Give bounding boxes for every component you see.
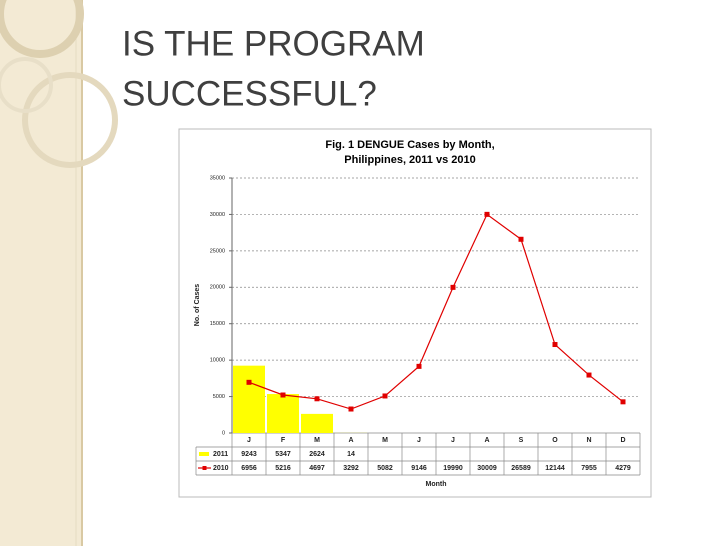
y-tick-label: 10000 bbox=[210, 358, 225, 364]
table-value: 9243 bbox=[241, 451, 257, 458]
line-marker bbox=[587, 373, 592, 378]
table-value: 4279 bbox=[615, 465, 631, 472]
x-tick-label: J bbox=[247, 437, 251, 444]
line-marker bbox=[451, 285, 456, 290]
legend-swatch bbox=[203, 466, 207, 470]
bar bbox=[301, 414, 333, 433]
legend-label: 2011 bbox=[213, 451, 228, 458]
line-marker bbox=[281, 392, 286, 397]
table-value: 19990 bbox=[443, 465, 463, 472]
bar bbox=[267, 394, 299, 433]
table-value: 9146 bbox=[411, 465, 427, 472]
slide-title: SUCCESSFUL? bbox=[122, 74, 377, 113]
table-value: 2624 bbox=[309, 451, 325, 458]
table-value: 26589 bbox=[511, 465, 531, 472]
x-tick-label: J bbox=[451, 437, 455, 444]
y-tick-label: 35000 bbox=[210, 175, 225, 181]
y-axis-label: No. of Cases bbox=[194, 284, 201, 327]
table-value: 5216 bbox=[275, 465, 291, 472]
table-value: 4697 bbox=[309, 465, 325, 472]
slide-title: IS THE PROGRAM bbox=[122, 24, 425, 63]
y-tick-label: 15000 bbox=[210, 321, 225, 327]
legend-swatch bbox=[199, 452, 209, 456]
y-tick-label: 30000 bbox=[210, 212, 225, 218]
y-tick-label: 0 bbox=[222, 430, 225, 436]
y-tick-label: 25000 bbox=[210, 248, 225, 254]
line-marker bbox=[417, 364, 422, 369]
x-tick-label: N bbox=[586, 437, 591, 444]
y-tick-label: 5000 bbox=[213, 394, 225, 400]
legend-label: 2010 bbox=[213, 465, 229, 472]
table-value: 3292 bbox=[343, 465, 359, 472]
table-value: 14 bbox=[347, 451, 355, 458]
chart-subtitle: Philippines, 2011 vs 2010 bbox=[344, 154, 475, 166]
x-tick-label: O bbox=[552, 437, 558, 444]
line-marker bbox=[621, 399, 626, 404]
x-tick-label: J bbox=[417, 437, 421, 444]
line-marker bbox=[247, 380, 252, 385]
line-marker bbox=[349, 407, 354, 412]
y-tick-label: 20000 bbox=[210, 285, 225, 291]
x-tick-label: M bbox=[314, 437, 320, 444]
table-value: 5347 bbox=[275, 451, 291, 458]
x-axis-label: Month bbox=[426, 481, 447, 488]
table-value: 6956 bbox=[241, 465, 257, 472]
x-tick-label: F bbox=[281, 437, 286, 444]
x-tick-label: S bbox=[519, 437, 524, 444]
x-tick-label: M bbox=[382, 437, 388, 444]
bar bbox=[233, 366, 265, 433]
x-tick-label: A bbox=[348, 437, 353, 444]
x-tick-label: A bbox=[484, 437, 489, 444]
table-value: 7955 bbox=[581, 465, 597, 472]
line-marker bbox=[519, 237, 524, 242]
table-value: 30009 bbox=[477, 465, 497, 472]
line-marker bbox=[383, 393, 388, 398]
line-marker bbox=[553, 342, 558, 347]
table-value: 12144 bbox=[545, 465, 565, 472]
chart-title: Fig. 1 DENGUE Cases by Month, bbox=[325, 139, 494, 151]
table-value: 5082 bbox=[377, 465, 393, 472]
x-tick-label: D bbox=[620, 437, 625, 444]
line-marker bbox=[315, 396, 320, 401]
line-marker bbox=[485, 212, 490, 217]
